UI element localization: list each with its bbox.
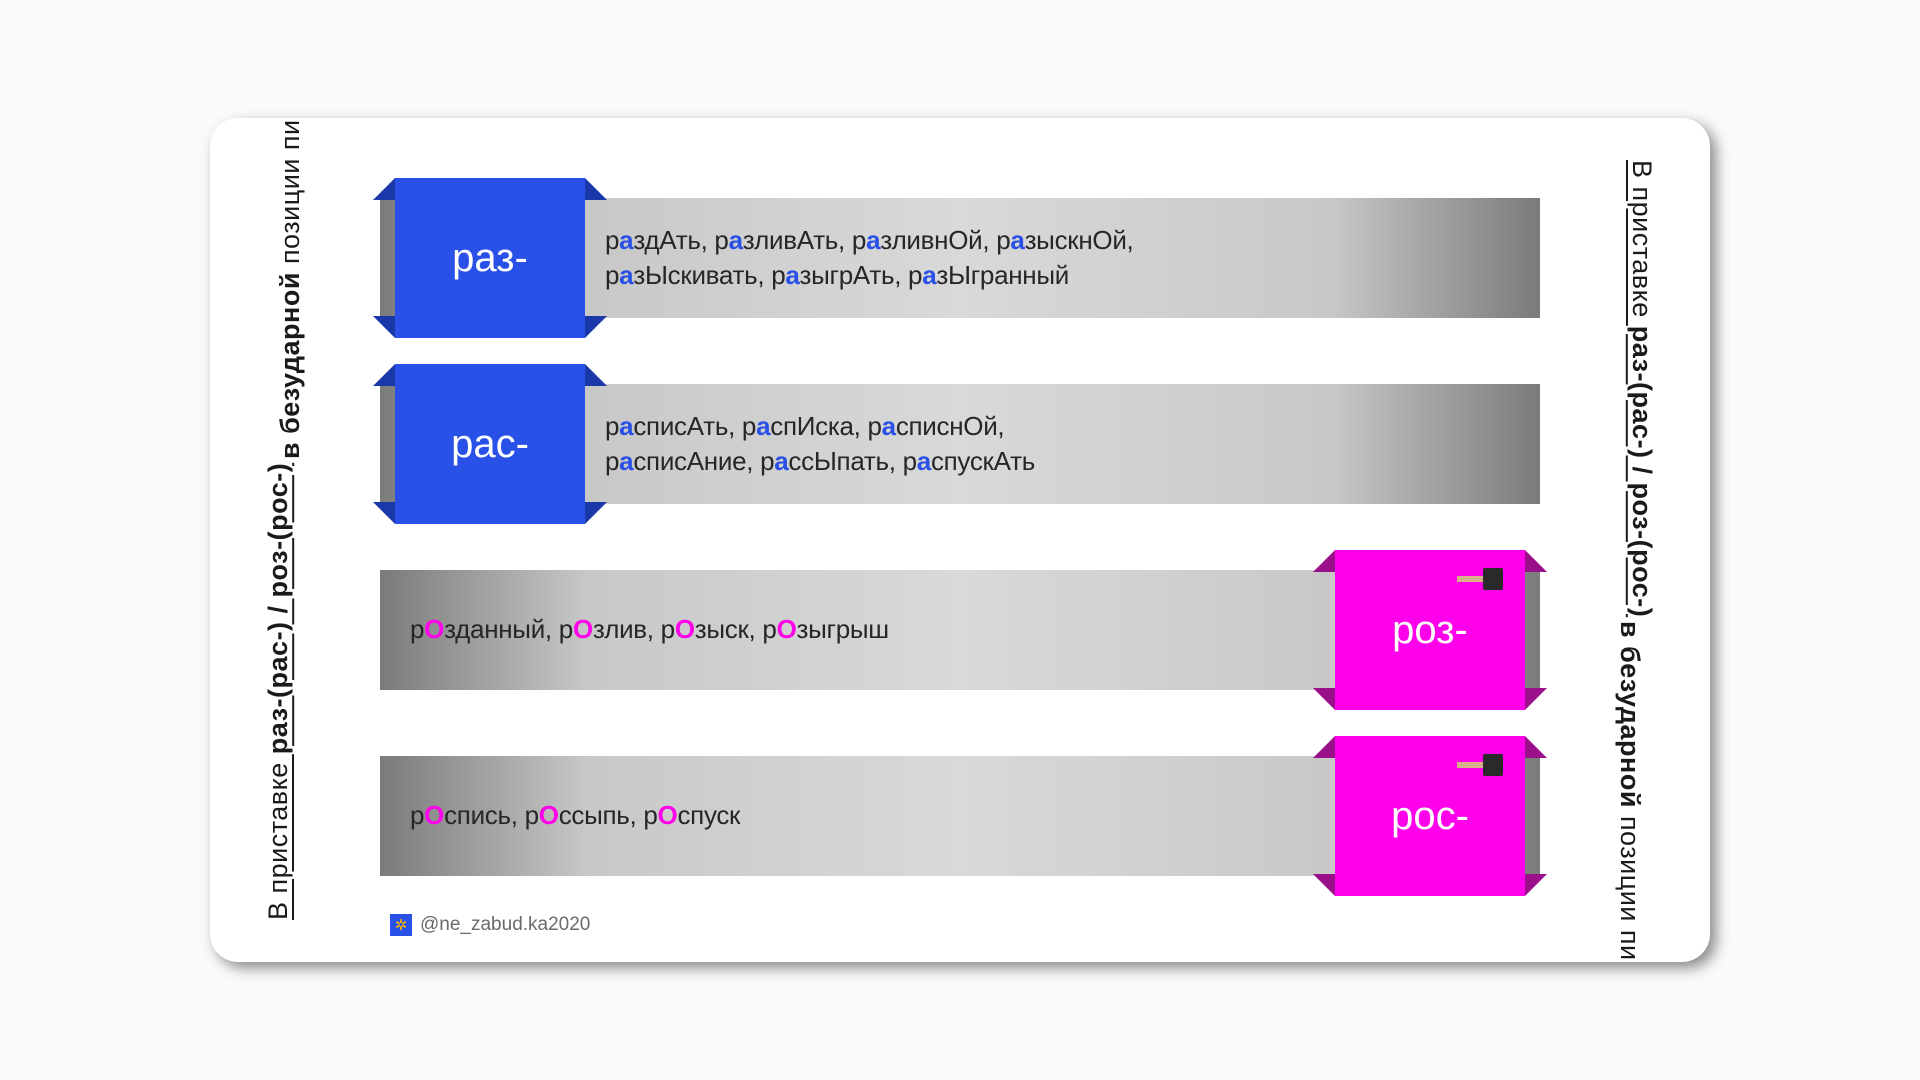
rule-text-right: В приставке раз-(рас-) / роз-(рос-) в бе…	[1599, 160, 1662, 920]
prefix-label: роз-	[1392, 608, 1468, 653]
prefix-label: раз-	[452, 236, 528, 281]
examples-text: расписАть, распИска, расписнОй,расписАни…	[605, 409, 1035, 479]
row-ros: рОспись, рОссыпь, рОспуск рос-	[380, 736, 1540, 892]
rule-l1-prefix: В приставке	[263, 754, 293, 920]
rule-text-left: В приставке раз-(рас-) / роз-(рос-) в бе…	[258, 160, 321, 920]
hammer-icon	[1457, 750, 1507, 780]
rule-l1-bold: раз-(рас-) / роз-(рос-)	[263, 463, 293, 754]
infographic-card: В приставке раз-(рас-) / роз-(рос-) в бе…	[210, 118, 1710, 962]
examples-text: рОспись, рОссыпь, рОспуск	[410, 798, 740, 833]
rows-container: раздАть, разливАть, разливнОй, разыскнОй…	[380, 178, 1540, 892]
credit-text: @ne_zabud.ka2020	[420, 914, 590, 936]
rule-l2-prefix: в безударной	[275, 272, 305, 459]
hammer-icon	[1457, 564, 1507, 594]
examples-text: раздАть, разливАть, разливнОй, разыскнОй…	[605, 223, 1133, 293]
examples-text: рОзданный, рОзлив, рОзыск, рОзыгрыш	[410, 612, 889, 647]
row-ras: расписАть, распИска, расписнОй,расписАни…	[380, 364, 1540, 520]
logo-icon: ✲	[390, 914, 412, 936]
rule-l2-suffix: позиции пишется буква	[275, 118, 305, 272]
prefix-label: рос-	[1391, 794, 1469, 839]
prefix-box-raz: раз-	[395, 178, 585, 338]
prefix-box-ros: рос-	[1335, 736, 1525, 896]
row-raz: раздАть, разливАть, разливнОй, разыскнОй…	[380, 178, 1540, 334]
prefix-box-roz: роз-	[1335, 550, 1525, 710]
credit: ✲ @ne_zabud.ka2020	[390, 914, 590, 936]
prefix-label: рас-	[451, 422, 529, 467]
prefix-box-ras: рас-	[395, 364, 585, 524]
row-roz: рОзданный, рОзлив, рОзыск, рОзыгрыш роз-	[380, 550, 1540, 706]
